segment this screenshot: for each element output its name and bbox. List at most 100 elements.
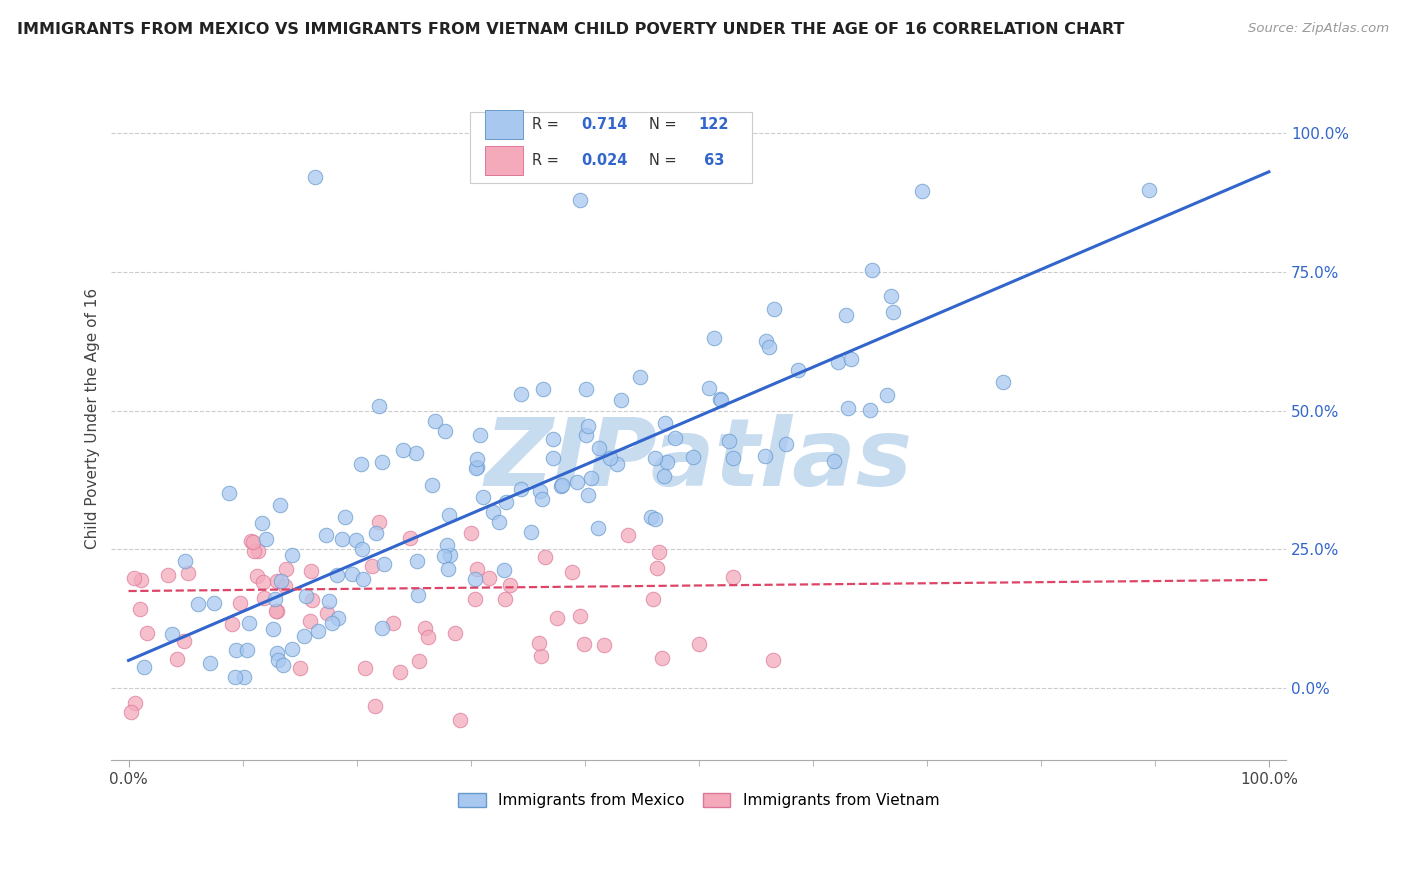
Point xyxy=(599,450,621,465)
Point xyxy=(876,388,898,402)
Point xyxy=(281,642,304,657)
Point xyxy=(307,624,329,638)
Point xyxy=(124,696,146,710)
Text: IMMIGRANTS FROM MEXICO VS IMMIGRANTS FROM VIETNAM CHILD POVERTY UNDER THE AGE OF: IMMIGRANTS FROM MEXICO VS IMMIGRANTS FRO… xyxy=(17,22,1125,37)
Point xyxy=(330,533,353,547)
Point xyxy=(575,382,598,396)
Point xyxy=(823,453,845,467)
Point xyxy=(406,553,429,567)
Point xyxy=(298,614,321,628)
Point xyxy=(267,653,290,667)
Point xyxy=(270,574,292,588)
Point xyxy=(405,446,427,460)
Point xyxy=(373,558,395,572)
Point xyxy=(225,643,247,657)
Point xyxy=(527,636,550,650)
Point xyxy=(682,450,704,465)
Point xyxy=(242,535,264,549)
Point xyxy=(235,642,257,657)
Point xyxy=(299,565,322,579)
Point xyxy=(423,414,446,428)
Point xyxy=(710,392,733,407)
Bar xyxy=(485,110,523,138)
Point xyxy=(371,620,394,634)
Point xyxy=(254,532,277,546)
Point xyxy=(301,592,323,607)
Point xyxy=(763,302,786,317)
Y-axis label: Child Poverty Under the Age of 16: Child Poverty Under the Age of 16 xyxy=(86,288,100,549)
Point xyxy=(664,431,686,445)
Point xyxy=(398,531,420,545)
Point xyxy=(364,698,387,713)
Point xyxy=(418,630,440,644)
Point xyxy=(499,578,522,592)
Point xyxy=(200,656,222,670)
Point xyxy=(1137,183,1160,197)
Point xyxy=(651,650,673,665)
Point xyxy=(775,437,797,451)
Point xyxy=(492,563,515,577)
Point xyxy=(391,443,413,458)
Text: R =: R = xyxy=(531,153,564,169)
Point xyxy=(326,568,349,582)
Point xyxy=(576,419,599,434)
Point xyxy=(575,427,598,442)
Point xyxy=(173,633,195,648)
Point xyxy=(592,638,614,652)
Point xyxy=(574,637,596,651)
Point xyxy=(837,401,859,415)
Point xyxy=(509,386,531,401)
Point xyxy=(529,483,551,498)
Point xyxy=(697,381,720,395)
Point xyxy=(218,486,240,500)
Point xyxy=(465,562,488,576)
Point xyxy=(187,597,209,611)
Point xyxy=(252,574,274,589)
Point xyxy=(588,441,610,455)
Point xyxy=(758,340,780,354)
Point xyxy=(754,449,776,463)
Point xyxy=(586,521,609,535)
Point xyxy=(654,417,676,431)
Point xyxy=(122,571,145,585)
Point xyxy=(264,604,287,618)
Point xyxy=(478,571,501,585)
Point xyxy=(281,548,304,562)
Point xyxy=(567,475,589,489)
Point xyxy=(368,515,391,529)
Point xyxy=(839,351,862,366)
Point xyxy=(120,706,142,720)
Point xyxy=(546,610,568,624)
Point xyxy=(128,602,150,616)
Point xyxy=(703,331,725,345)
Point xyxy=(224,670,246,684)
Point xyxy=(367,400,389,414)
Text: 0.024: 0.024 xyxy=(581,153,627,169)
Text: 63: 63 xyxy=(699,153,724,169)
Point xyxy=(723,451,745,466)
Point xyxy=(648,545,671,559)
Point xyxy=(315,528,337,542)
Point xyxy=(551,478,574,492)
Point xyxy=(381,615,404,630)
Bar xyxy=(485,146,523,175)
Text: N =: N = xyxy=(650,153,682,169)
Point xyxy=(610,392,633,407)
Point xyxy=(243,543,266,558)
Point xyxy=(561,565,583,579)
Point xyxy=(550,479,572,493)
Point xyxy=(641,592,664,607)
Point xyxy=(644,450,666,465)
Point xyxy=(352,572,374,586)
Point xyxy=(482,505,505,519)
Point xyxy=(342,566,364,581)
Point xyxy=(605,457,627,471)
Point xyxy=(420,478,443,492)
Point xyxy=(318,594,340,608)
Point xyxy=(464,572,486,586)
Point xyxy=(295,589,318,603)
Text: 0.714: 0.714 xyxy=(581,117,627,132)
Point xyxy=(647,561,669,575)
Point xyxy=(292,629,315,643)
Point xyxy=(468,428,491,442)
